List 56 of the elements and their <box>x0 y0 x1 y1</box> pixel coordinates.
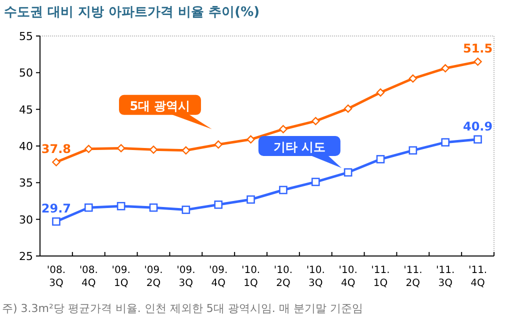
y-tick-label: 40 <box>19 140 33 153</box>
point <box>149 203 158 212</box>
point <box>408 74 418 83</box>
point <box>52 217 60 226</box>
point <box>311 178 320 186</box>
point <box>408 146 418 155</box>
point <box>474 58 482 66</box>
x-tick-label: '10. 4Q <box>338 265 358 289</box>
x-tick-label: '09. 4Q <box>209 265 228 289</box>
point <box>52 158 60 166</box>
data-label: 40.9 <box>462 119 493 134</box>
x-tick-label: '09. 3Q <box>176 265 196 289</box>
x-tick-label: '10. 3Q <box>306 265 325 289</box>
chart-title: 수도권 대비 지방 아파트가격 비율 추이(%) <box>4 5 260 20</box>
data-label: 37.8 <box>41 142 72 156</box>
point <box>441 64 450 72</box>
point <box>182 206 190 214</box>
point <box>376 155 385 164</box>
x-tick-label: '11. 4Q <box>468 265 488 289</box>
point <box>214 140 222 149</box>
x-tick-label: '11. 2Q <box>404 265 422 289</box>
x-tick-label: '11. 3Q <box>436 265 455 289</box>
point <box>344 168 352 177</box>
point <box>182 146 190 154</box>
y-tick-label: 25 <box>19 250 33 263</box>
point <box>246 135 255 144</box>
y-tick-label: 50 <box>19 66 33 80</box>
x-tick-label: '10. 1Q <box>241 265 260 289</box>
point <box>279 186 288 194</box>
x-tick-label: '09. 1Q <box>112 265 130 289</box>
point <box>246 195 255 204</box>
data-label: 51.5 <box>462 42 493 56</box>
point <box>116 202 126 210</box>
x-tick-label: '11. 1Q <box>371 265 390 289</box>
point <box>84 203 93 212</box>
x-tick-label: '08. 4Q <box>79 265 98 289</box>
point <box>214 200 223 209</box>
point <box>312 116 320 126</box>
point <box>441 138 450 146</box>
y-tick-label: 30 <box>19 213 33 226</box>
point <box>279 125 288 134</box>
point <box>116 144 126 152</box>
y-tick-label: 45 <box>19 103 33 116</box>
point <box>376 88 385 97</box>
x-tick-label: '09. 2Q <box>144 265 163 289</box>
point <box>149 146 158 154</box>
x-tick-label: '10. 2Q <box>274 265 293 289</box>
y-tick-label: 35 <box>19 176 33 190</box>
text: 주) 3.3m²당 평균가격 비율. 인천 제외한 5대 광역시임. 매 분기말 기준임 <box>2 302 363 315</box>
point <box>344 104 352 113</box>
x-tick-label: '08. 3Q <box>46 265 66 289</box>
point <box>84 144 93 154</box>
text: 기타 시도 <box>273 140 326 154</box>
data-label: 29.7 <box>41 202 72 216</box>
point <box>474 135 482 144</box>
y-tick-label: 55 <box>19 30 33 43</box>
